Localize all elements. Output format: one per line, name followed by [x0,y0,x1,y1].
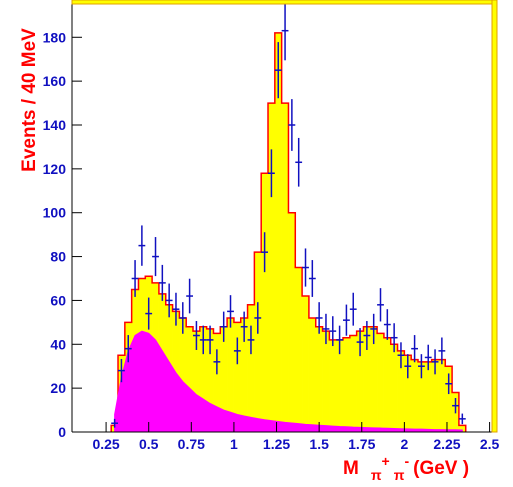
bar [301,295,310,433]
x-title-sup: - [404,453,409,469]
y-tick-label: 160 [43,73,67,89]
x-tick-label: 2.5 [480,436,500,452]
x-tick-label: 1 [230,436,238,452]
histogram-outline [110,32,467,432]
y-tick-label: 60 [50,292,66,308]
bar [295,267,303,433]
x-tick-label: 2.25 [433,436,460,452]
bar [315,326,323,433]
bar [308,317,316,433]
bar [254,251,262,433]
x-tick-label: 2 [400,436,408,452]
bar [288,212,296,433]
bar [390,344,398,433]
y-tick-label: 0 [58,424,66,440]
y-tick-label: 80 [50,249,66,265]
y-tick-label: 20 [50,380,66,396]
x-tick-label: 0.5 [139,436,159,452]
x-tick-label: 0.25 [92,436,119,452]
y-axis-title: Events / 40 MeV [19,28,40,172]
bar [342,337,351,433]
bar [410,359,419,433]
x-tick-label: 1.5 [309,436,329,452]
x-title-sub: π [394,467,405,483]
bar [376,333,385,433]
bar [438,359,446,433]
x-title-main: M [343,458,359,479]
x-tick-label: 1.75 [348,436,375,452]
y-tick-label: 40 [50,336,66,352]
x-title-sub: π [371,467,382,483]
frame-top [71,0,497,5]
x-tick-label: 1.25 [263,436,290,452]
x-tick-label: 0.75 [178,436,205,452]
y-tick-label: 100 [43,205,67,221]
bar [281,102,289,433]
frame-right [491,0,498,433]
x-title-sup: + [382,453,390,469]
background-area [114,330,463,433]
y-tick-label: 140 [43,117,67,133]
bar [329,339,337,433]
y-tick-label: 120 [43,161,67,177]
x-title-unit: (GeV ) [413,458,469,479]
bar [260,172,269,433]
bar [322,330,330,433]
bar [247,304,255,433]
bar [424,361,432,433]
y-tick-label: 180 [43,29,67,45]
bar [383,337,391,433]
bar [349,335,357,433]
